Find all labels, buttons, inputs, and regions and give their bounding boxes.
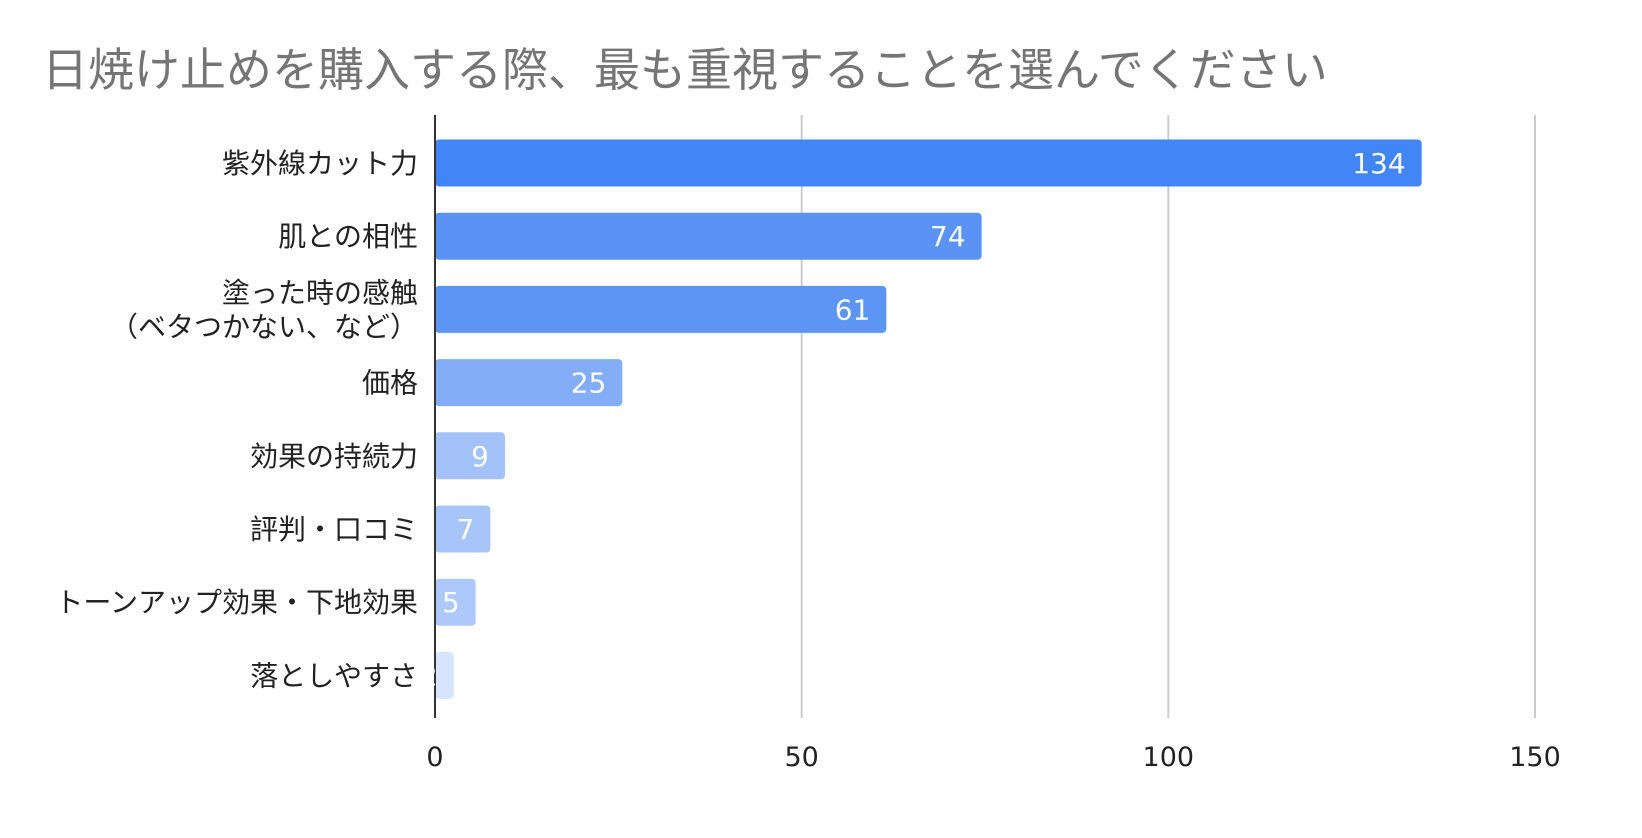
category-label: 肌との相性: [278, 220, 418, 253]
category-label: 評判・口コミ: [250, 513, 418, 546]
category-label: 価格: [362, 367, 418, 400]
bar: [435, 212, 982, 260]
data-label: 134: [1352, 147, 1405, 180]
data-label: 5: [442, 586, 460, 619]
bar: [435, 578, 476, 626]
bar: [435, 359, 623, 407]
category-label: トーンアップ効果・下地効果: [55, 586, 418, 619]
bar: [435, 505, 491, 553]
bar: [435, 651, 454, 699]
data-label: 61: [835, 293, 871, 326]
x-tick-label: 150: [1509, 742, 1561, 773]
chart-title: 日焼け止めを購入する際、最も重視することを選んでください: [42, 43, 1328, 97]
data-label: 74: [930, 220, 966, 253]
bar: [435, 432, 505, 480]
data-label: 9: [471, 440, 489, 473]
x-tick-label: 100: [1143, 742, 1195, 773]
data-label: 7: [457, 513, 475, 546]
data-label: 2: [420, 659, 438, 692]
bar: [435, 285, 887, 333]
category-label: 落としやすさ: [250, 659, 418, 692]
category-label: 塗った時の感触（ベタつかない、など）: [110, 276, 418, 343]
bar: [435, 139, 1422, 187]
x-tick-label: 0: [426, 742, 443, 773]
category-label: 紫外線カット力: [222, 147, 418, 180]
category-label: 効果の持続力: [250, 440, 418, 473]
x-tick-label: 50: [784, 742, 818, 773]
data-label: 25: [571, 367, 607, 400]
